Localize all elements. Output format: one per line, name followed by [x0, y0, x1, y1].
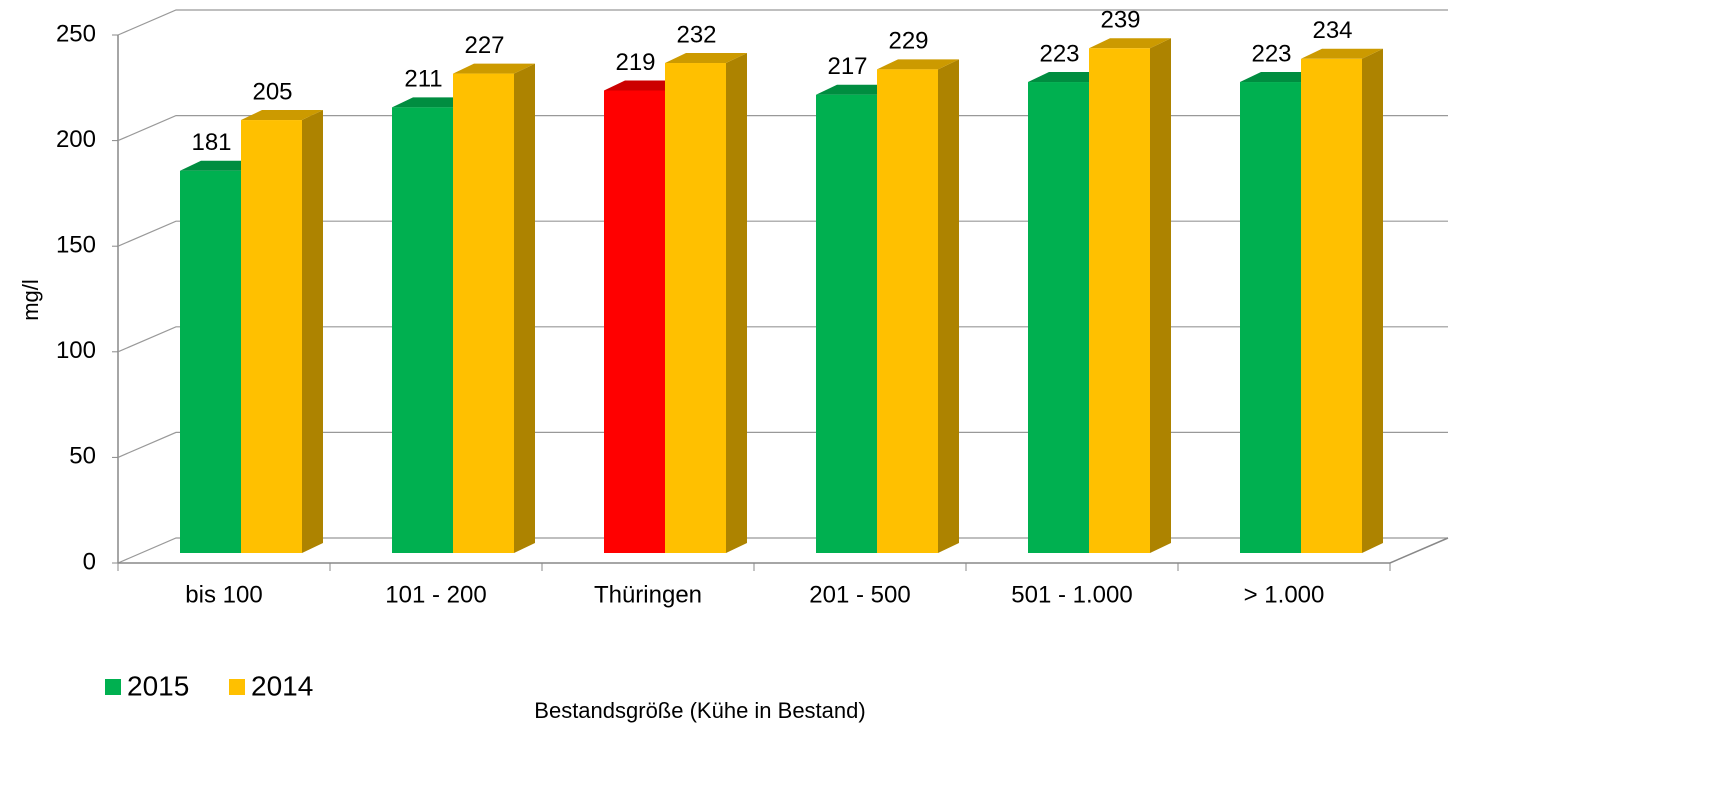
bar [1240, 82, 1301, 554]
grid-line [117, 9, 1448, 36]
bar [816, 94, 877, 554]
bar-top [665, 53, 747, 64]
bar-top [877, 59, 959, 70]
x-axis-title: Bestandsgröße (Kühe in Bestand) [534, 698, 865, 723]
grid-line [117, 537, 1448, 564]
bar [1089, 48, 1150, 554]
bar-side [1362, 48, 1383, 554]
grid-line [117, 114, 1448, 142]
y-tick-label: 50 [69, 443, 96, 470]
legend-label: 2014 [251, 670, 313, 701]
legend-swatch [105, 679, 121, 695]
data-label: 227 [464, 32, 504, 59]
bar [604, 90, 665, 554]
bar [877, 69, 938, 554]
y-tick-label: 0 [83, 548, 96, 575]
x-tick-label: bis 100 [185, 581, 262, 608]
data-label: 181 [191, 129, 231, 156]
grid-line [117, 326, 1448, 353]
bar-top [1089, 38, 1171, 49]
bar-side [1150, 38, 1171, 554]
y-tick-label: 150 [56, 232, 96, 259]
bar-top [1301, 48, 1383, 59]
bar [1028, 82, 1089, 554]
bar [392, 107, 453, 554]
bar-side [302, 110, 323, 553]
data-label: 205 [252, 78, 292, 105]
bar [665, 63, 726, 554]
data-label: 232 [676, 21, 716, 48]
x-tick-label: Thüringen [594, 581, 702, 608]
data-label: 211 [404, 66, 442, 93]
grid-line [117, 431, 1448, 458]
data-label: 229 [888, 28, 928, 55]
y-tick-label: 250 [56, 20, 96, 47]
data-label: 234 [1312, 17, 1352, 44]
data-label: 219 [615, 49, 655, 76]
data-label: 223 [1251, 40, 1291, 67]
bar [241, 120, 302, 553]
y-tick-label: 100 [56, 337, 96, 364]
data-label: 223 [1039, 40, 1079, 67]
x-tick-label: 201 - 500 [809, 581, 910, 608]
y-tick-label: 200 [56, 126, 96, 153]
x-tick-label: 101 - 200 [385, 581, 486, 608]
data-label: 239 [1100, 7, 1140, 34]
data-label: 217 [827, 53, 867, 80]
bar-top [241, 110, 323, 121]
legend-label: 2015 [127, 670, 189, 701]
bar [180, 170, 241, 553]
x-tick-label: > 1.000 [1244, 581, 1325, 608]
bar-side [726, 53, 747, 554]
bar-side [514, 63, 535, 554]
x-tick-label: 501 - 1.000 [1011, 581, 1132, 608]
bar [1301, 58, 1362, 554]
legend-swatch [229, 679, 245, 695]
y-axis-title: mg/l [18, 279, 43, 321]
bar-side [938, 59, 959, 554]
bar [453, 73, 514, 554]
grid-line [117, 220, 1448, 247]
bar-top [453, 63, 535, 74]
